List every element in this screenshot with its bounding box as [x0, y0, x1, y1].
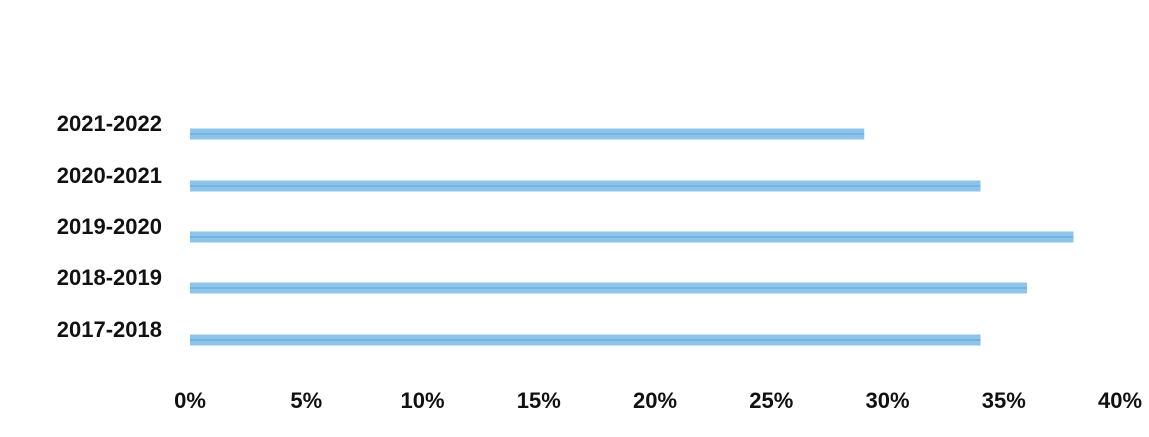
category-label-2017-2018: 2017-2018 — [57, 317, 162, 342]
x-tick-label-20pct: 20% — [633, 388, 677, 413]
bar-stripe-2021-2022 — [190, 133, 865, 135]
x-tick-label-5pct: 5% — [290, 388, 322, 413]
category-label-2021-2022: 2021-2022 — [57, 111, 162, 136]
category-label-2020-2021: 2020-2021 — [57, 163, 162, 188]
bar-stripe-2018-2019 — [190, 287, 1027, 289]
x-tick-label-25pct: 25% — [749, 388, 793, 413]
category-label-2018-2019: 2018-2019 — [57, 265, 162, 290]
x-tick-label-0pct: 0% — [174, 388, 206, 413]
bar-stripe-2020-2021 — [190, 185, 981, 187]
bar-stripe-2017-2018 — [190, 339, 981, 341]
bar-stripe-2019-2020 — [190, 236, 1074, 238]
x-tick-label-35pct: 35% — [982, 388, 1026, 413]
x-tick-label-40pct: 40% — [1098, 388, 1142, 413]
category-label-2019-2020: 2019-2020 — [57, 214, 162, 239]
x-tick-label-30pct: 30% — [865, 388, 909, 413]
x-tick-label-15pct: 15% — [517, 388, 561, 413]
x-tick-label-10pct: 10% — [400, 388, 444, 413]
